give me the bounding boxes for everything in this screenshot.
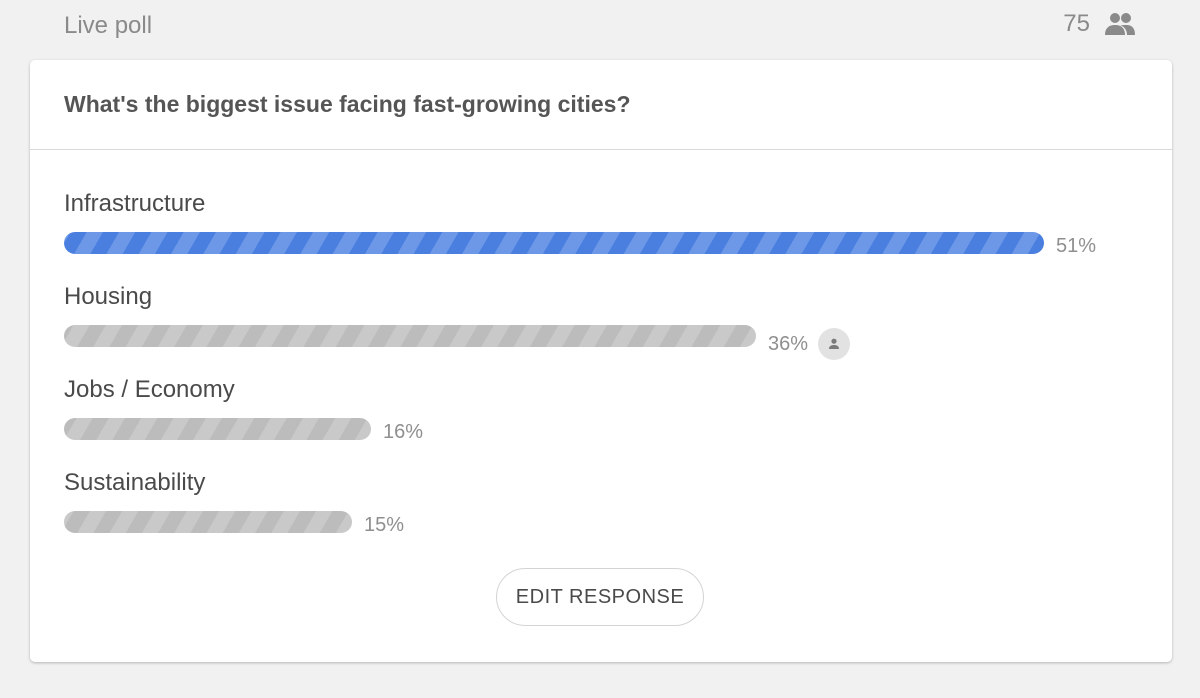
- person-icon: [818, 328, 851, 360]
- option-label: Jobs / Economy: [64, 376, 235, 403]
- result-bar-fill: [64, 232, 1044, 254]
- result-percent: 16%: [383, 421, 424, 443]
- result-percent-wrap: 15%: [364, 514, 404, 537]
- poll-title: Live poll: [64, 12, 153, 39]
- poll-card: What's the biggest issue facing fast-gro…: [30, 60, 1172, 662]
- poll-option-infrastructure: Infrastructure 51%: [64, 190, 1144, 283]
- result-percent: 36%: [768, 332, 809, 355]
- result-bar: 15%: [64, 511, 1044, 536]
- edit-response-button[interactable]: EDIT RESPONSE: [496, 568, 704, 626]
- result-percent-wrap: 36%: [768, 328, 851, 360]
- result-percent: 51%: [1056, 235, 1097, 257]
- result-bar: 36%: [64, 325, 1044, 360]
- participant-count-value: 75: [1063, 10, 1090, 37]
- option-label: Infrastructure: [64, 190, 206, 217]
- participant-count: 75: [1063, 10, 1136, 38]
- result-percent-wrap: 16%: [383, 421, 423, 444]
- poll-option-jobs-economy: Jobs / Economy 16%: [64, 376, 1144, 469]
- poll-option-housing: Housing 36%: [64, 283, 1144, 376]
- poll-question: What's the biggest issue facing fast-gro…: [30, 60, 1172, 150]
- option-label: Sustainability: [64, 469, 206, 496]
- option-label: Housing: [64, 283, 153, 310]
- poll-option-sustainability: Sustainability 15%: [64, 469, 1144, 562]
- poll-header: Live poll 75: [0, 0, 1200, 56]
- result-bar: 16%: [64, 418, 1044, 443]
- people-icon: [1104, 11, 1136, 37]
- result-bar-fill: [64, 325, 756, 347]
- result-bar: 51%: [64, 232, 1096, 257]
- result-percent-wrap: 51%: [1056, 235, 1096, 258]
- result-bar-fill: [64, 511, 352, 533]
- result-percent: 15%: [364, 514, 405, 536]
- result-bar-fill: [64, 418, 371, 440]
